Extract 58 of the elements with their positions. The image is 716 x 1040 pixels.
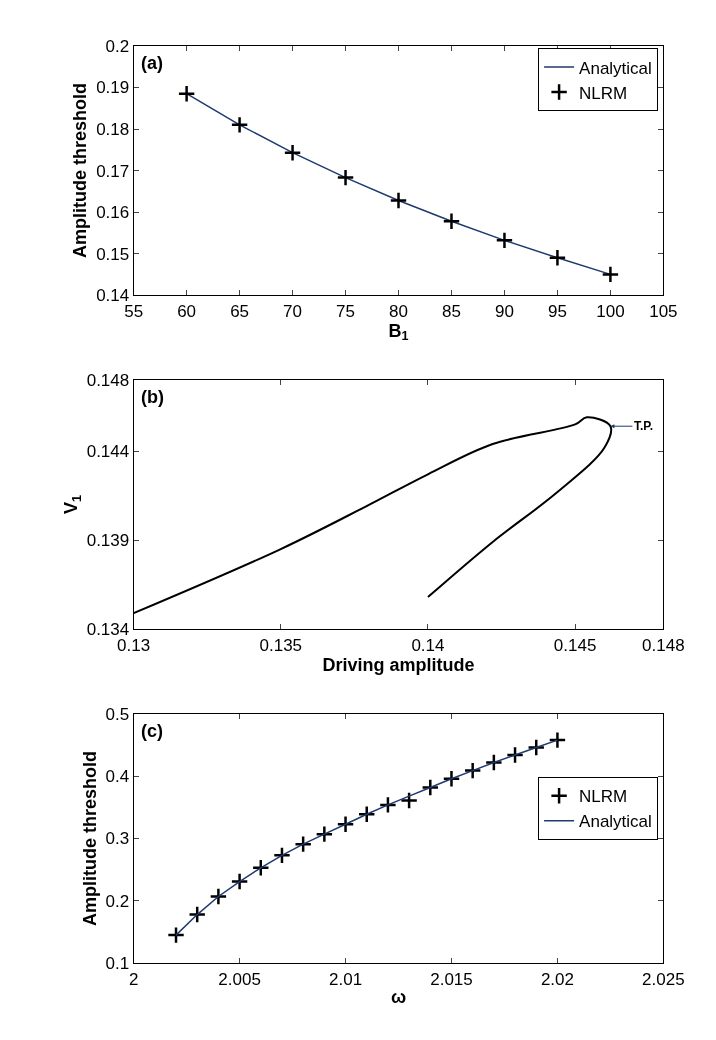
- y-tick-label: 0.144: [86, 442, 130, 462]
- y-axis-title: Amplitude threshold: [79, 751, 100, 927]
- line-series: [175, 739, 559, 936]
- annotation: (b): [141, 387, 164, 407]
- legend-label: Analytical: [579, 58, 652, 78]
- x-tick-label: 2: [128, 969, 139, 989]
- y-tick-label: 0.17: [96, 161, 130, 181]
- x-tick-label: 0.135: [259, 635, 303, 655]
- y-tick-label: 0.2: [105, 891, 130, 911]
- point: [177, 84, 196, 103]
- x-tick-label: 65: [230, 301, 250, 321]
- x-tick-label: 2.02: [540, 969, 574, 989]
- x-tick-label: 0.145: [553, 635, 597, 655]
- y-tick-label: 0.2: [105, 36, 130, 56]
- point: [495, 231, 514, 250]
- y-tick-label: 0.4: [105, 767, 130, 787]
- x-tick-label: 2.005: [218, 969, 261, 989]
- x-tick-label: 0.148: [642, 635, 685, 655]
- x-tick-label: 90: [495, 301, 514, 321]
- y-tick-label: 0.5: [105, 704, 130, 724]
- y-tick-label: 0.19: [96, 78, 130, 98]
- point: [400, 791, 419, 810]
- y-tick-label: 0.139: [86, 531, 130, 551]
- x-axis-title: Driving amplitude: [322, 654, 475, 675]
- x-tick-label: 60: [177, 301, 197, 321]
- x-tick-label: 2.025: [642, 969, 685, 989]
- point: [601, 265, 620, 284]
- point: [283, 143, 302, 162]
- x-tick-label: 105: [649, 301, 678, 321]
- x-tick-label: 2.015: [430, 969, 473, 989]
- annotation: T.P.: [634, 419, 654, 433]
- legend-label: NLRM: [579, 787, 628, 807]
- y-tick-label: 0.15: [96, 244, 130, 264]
- point: [442, 212, 461, 231]
- point: [336, 168, 355, 187]
- x-tick-label: 2.01: [328, 969, 363, 989]
- x-tick-label: 0.14: [411, 635, 445, 655]
- x-axis-title: ω: [390, 986, 407, 1007]
- x-axis-title: B$_{1}$: [388, 320, 409, 344]
- annotation: (a): [141, 53, 163, 73]
- y-tick-label: 0.1: [105, 954, 130, 974]
- y-tick-label: 0.16: [96, 203, 130, 223]
- legend-label: Analytical: [579, 812, 652, 832]
- x-tick-label: 100: [596, 301, 625, 321]
- x-tick-label: 80: [389, 301, 408, 321]
- y-tick-label: 0.18: [96, 119, 130, 139]
- point: [230, 115, 249, 134]
- x-tick-label: 85: [442, 301, 461, 321]
- x-tick-label: 70: [283, 301, 303, 321]
- y-tick-label: 0.3: [105, 829, 130, 849]
- y-tick-label: 0.148: [86, 370, 130, 390]
- annotation: (c): [141, 721, 163, 741]
- point: [548, 248, 567, 267]
- legend-label: NLRM: [579, 83, 628, 103]
- y-axis-title: Amplitude threshold: [70, 83, 91, 259]
- point: [389, 191, 408, 210]
- x-tick-label: 95: [547, 301, 567, 321]
- x-tick-label: 75: [336, 301, 355, 321]
